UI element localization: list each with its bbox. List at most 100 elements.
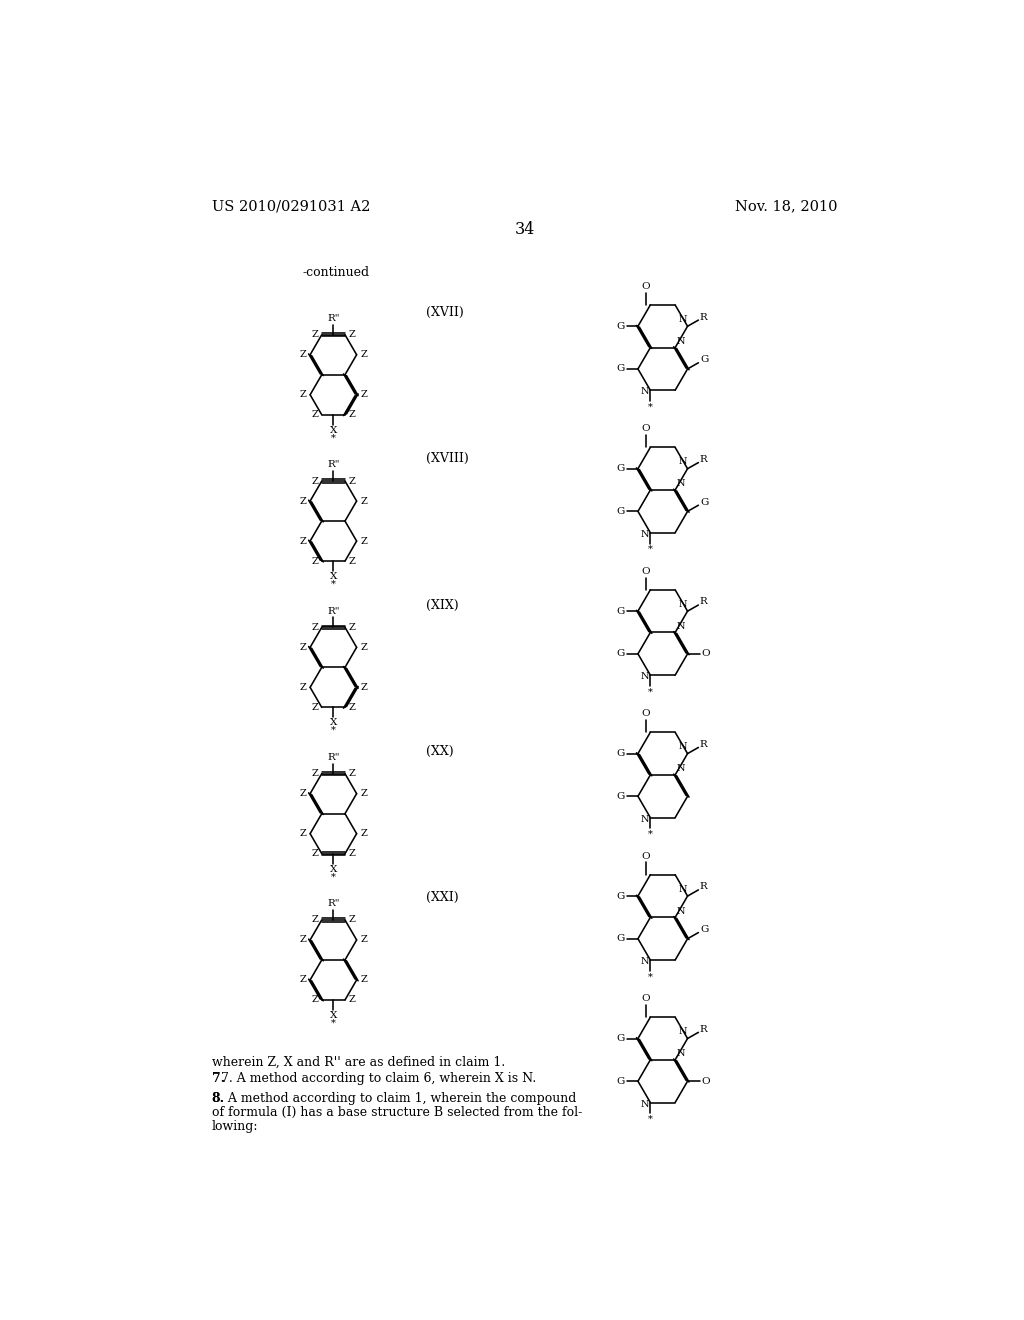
Text: 8. A method according to claim 1, wherein the compound: 8. A method according to claim 1, wherei…: [212, 1093, 577, 1105]
Text: Z: Z: [300, 936, 306, 944]
Text: N: N: [678, 315, 687, 323]
Text: Z: Z: [311, 411, 318, 420]
Text: (XX): (XX): [426, 744, 454, 758]
Text: R: R: [699, 741, 707, 748]
Text: X: X: [330, 572, 337, 581]
Text: O: O: [641, 709, 650, 718]
Text: Z: Z: [300, 536, 306, 545]
Text: of formula (I) has a base structure B selected from the fol-: of formula (I) has a base structure B se…: [212, 1106, 582, 1119]
Text: Z: Z: [360, 829, 367, 838]
Text: G: G: [700, 498, 709, 507]
Text: O: O: [641, 282, 650, 290]
Text: Z: Z: [348, 557, 355, 565]
Text: R": R": [327, 899, 340, 908]
Text: (XVIII): (XVIII): [426, 453, 469, 465]
Text: *: *: [648, 545, 652, 554]
Text: 34: 34: [515, 220, 535, 238]
Text: Z: Z: [348, 770, 355, 779]
Text: G: G: [616, 792, 625, 801]
Text: Z: Z: [348, 330, 355, 339]
Text: *: *: [331, 579, 336, 589]
Text: G: G: [700, 355, 709, 364]
Text: 7.: 7.: [212, 1072, 225, 1085]
Text: -continued: -continued: [302, 265, 370, 279]
Text: *: *: [648, 688, 652, 697]
Text: N: N: [678, 457, 687, 466]
Text: Z: Z: [311, 995, 318, 1005]
Text: N: N: [677, 907, 685, 916]
Text: G: G: [616, 465, 625, 473]
Text: Z: Z: [311, 916, 318, 924]
Text: G: G: [700, 925, 709, 935]
Text: R: R: [699, 313, 707, 322]
Text: Z: Z: [360, 682, 367, 692]
Text: Z: Z: [311, 770, 318, 779]
Text: *: *: [331, 433, 336, 442]
Text: G: G: [616, 750, 625, 758]
Text: G: G: [616, 322, 625, 331]
Text: Z: Z: [348, 916, 355, 924]
Text: *: *: [331, 1019, 336, 1027]
Text: *: *: [648, 973, 652, 982]
Text: X: X: [330, 425, 337, 434]
Text: N: N: [678, 599, 687, 609]
Text: N: N: [640, 1100, 649, 1109]
Text: O: O: [641, 425, 650, 433]
Text: Z: Z: [311, 330, 318, 339]
Text: Z: Z: [300, 975, 306, 985]
Text: G: G: [616, 935, 625, 944]
Text: Z: Z: [360, 391, 367, 399]
Text: Z: Z: [311, 477, 318, 486]
Text: O: O: [641, 566, 650, 576]
Text: Z: Z: [360, 789, 367, 799]
Text: Z: Z: [360, 936, 367, 944]
Text: Z: Z: [348, 623, 355, 632]
Text: G: G: [616, 1034, 625, 1043]
Text: Z: Z: [300, 682, 306, 692]
Text: N: N: [640, 387, 649, 396]
Text: Z: Z: [348, 995, 355, 1005]
Text: N: N: [678, 1027, 687, 1036]
Text: 8.: 8.: [212, 1093, 224, 1105]
Text: R: R: [699, 455, 707, 463]
Text: O: O: [641, 851, 650, 861]
Text: R": R": [327, 461, 340, 470]
Text: G: G: [616, 507, 625, 516]
Text: Z: Z: [360, 643, 367, 652]
Text: N: N: [640, 814, 649, 824]
Text: Z: Z: [348, 411, 355, 420]
Text: O: O: [641, 994, 650, 1003]
Text: Z: Z: [360, 975, 367, 985]
Text: R": R": [327, 752, 340, 762]
Text: N: N: [677, 622, 685, 631]
Text: Z: Z: [360, 536, 367, 545]
Text: X: X: [330, 865, 337, 874]
Text: G: G: [616, 891, 625, 900]
Text: G: G: [616, 364, 625, 374]
Text: lowing:: lowing:: [212, 1121, 258, 1133]
Text: G: G: [616, 1077, 625, 1085]
Text: N: N: [677, 337, 685, 346]
Text: *: *: [331, 726, 336, 735]
Text: (XVII): (XVII): [426, 306, 464, 319]
Text: N: N: [640, 672, 649, 681]
Text: *: *: [648, 1115, 652, 1123]
Text: N: N: [678, 742, 687, 751]
Text: (XIX): (XIX): [426, 598, 459, 611]
Text: Z: Z: [360, 350, 367, 359]
Text: Z: Z: [300, 496, 306, 506]
Text: R": R": [327, 314, 340, 323]
Text: O: O: [701, 1077, 711, 1085]
Text: *: *: [648, 830, 652, 840]
Text: N: N: [640, 529, 649, 539]
Text: 7. A method according to claim 6, wherein X is N.: 7. A method according to claim 6, wherei…: [221, 1072, 537, 1085]
Text: X: X: [330, 1011, 337, 1020]
Text: X: X: [330, 718, 337, 727]
Text: Z: Z: [311, 702, 318, 711]
Text: R: R: [699, 882, 707, 891]
Text: (XXI): (XXI): [426, 891, 459, 904]
Text: US 2010/0291031 A2: US 2010/0291031 A2: [212, 199, 370, 213]
Text: Nov. 18, 2010: Nov. 18, 2010: [735, 199, 838, 213]
Text: N: N: [677, 1049, 685, 1059]
Text: *: *: [331, 873, 336, 882]
